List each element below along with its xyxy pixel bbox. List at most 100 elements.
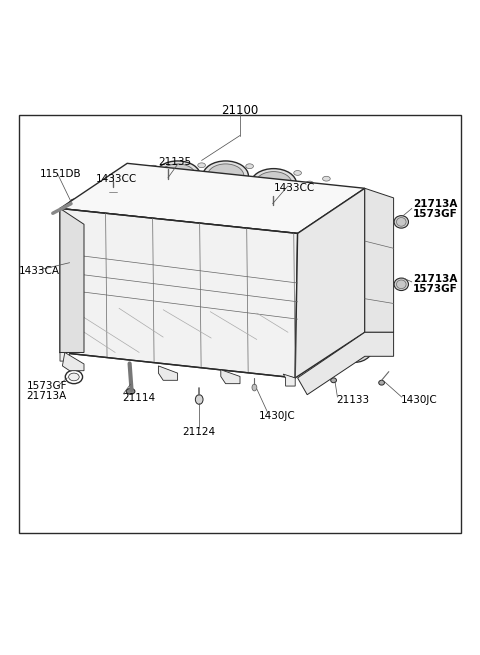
Ellipse shape (155, 161, 201, 191)
Ellipse shape (182, 233, 218, 272)
Ellipse shape (246, 164, 253, 168)
Ellipse shape (266, 231, 275, 242)
Ellipse shape (242, 180, 248, 187)
Text: 21713A: 21713A (413, 274, 457, 284)
Ellipse shape (103, 183, 110, 188)
Polygon shape (62, 352, 84, 371)
Ellipse shape (266, 187, 272, 194)
Ellipse shape (374, 255, 386, 265)
Ellipse shape (68, 246, 81, 265)
Ellipse shape (107, 168, 153, 198)
Ellipse shape (187, 238, 215, 268)
Ellipse shape (203, 161, 249, 191)
Ellipse shape (195, 395, 203, 404)
Ellipse shape (170, 188, 176, 195)
Ellipse shape (374, 318, 386, 328)
Ellipse shape (111, 172, 148, 195)
Ellipse shape (218, 263, 227, 274)
Ellipse shape (126, 388, 135, 394)
Ellipse shape (114, 195, 121, 200)
Ellipse shape (69, 373, 79, 381)
Ellipse shape (68, 272, 81, 291)
Ellipse shape (198, 288, 221, 312)
Text: 1573GF: 1573GF (26, 381, 67, 391)
Ellipse shape (159, 164, 196, 188)
Ellipse shape (68, 299, 81, 318)
Ellipse shape (331, 265, 360, 293)
Ellipse shape (252, 384, 257, 391)
Ellipse shape (146, 187, 152, 194)
Ellipse shape (67, 217, 82, 236)
Ellipse shape (396, 217, 406, 226)
Ellipse shape (323, 176, 330, 181)
Ellipse shape (251, 168, 296, 198)
Text: 21114: 21114 (122, 393, 156, 403)
Ellipse shape (218, 187, 224, 194)
Text: 1573GF: 1573GF (413, 284, 457, 294)
Ellipse shape (259, 180, 264, 187)
Polygon shape (158, 366, 178, 381)
Ellipse shape (114, 172, 121, 178)
Ellipse shape (234, 240, 262, 270)
Polygon shape (283, 374, 295, 386)
Text: 1430JC: 1430JC (259, 411, 296, 421)
Text: 1433CC: 1433CC (274, 183, 315, 193)
Ellipse shape (294, 170, 301, 176)
Text: 21124: 21124 (182, 426, 216, 437)
Ellipse shape (70, 221, 79, 233)
Ellipse shape (111, 322, 133, 343)
Text: 21135: 21135 (158, 157, 192, 167)
Ellipse shape (396, 280, 406, 289)
Ellipse shape (205, 326, 228, 346)
Ellipse shape (138, 178, 145, 182)
Ellipse shape (316, 294, 356, 332)
Ellipse shape (151, 286, 174, 310)
Polygon shape (60, 163, 365, 233)
Ellipse shape (172, 228, 181, 238)
Ellipse shape (203, 293, 216, 307)
Ellipse shape (306, 181, 313, 186)
Text: 21100: 21100 (221, 104, 259, 117)
Ellipse shape (109, 187, 117, 197)
Text: 21133: 21133 (336, 396, 369, 405)
Ellipse shape (140, 236, 168, 266)
Ellipse shape (250, 294, 263, 309)
Ellipse shape (294, 192, 301, 196)
Ellipse shape (69, 256, 80, 269)
Ellipse shape (88, 229, 125, 267)
Ellipse shape (150, 165, 157, 170)
Ellipse shape (71, 303, 78, 314)
Ellipse shape (104, 284, 127, 307)
Ellipse shape (108, 288, 122, 303)
Ellipse shape (163, 181, 168, 188)
Ellipse shape (194, 180, 200, 187)
Text: 1573GF: 1573GF (413, 209, 457, 219)
Ellipse shape (198, 183, 205, 188)
Ellipse shape (331, 378, 336, 383)
Ellipse shape (71, 276, 78, 287)
Polygon shape (60, 208, 84, 352)
Ellipse shape (336, 326, 374, 362)
Text: 1430JC: 1430JC (401, 396, 438, 405)
Ellipse shape (165, 179, 171, 188)
Polygon shape (295, 188, 365, 378)
Polygon shape (60, 208, 298, 378)
Ellipse shape (70, 199, 76, 204)
Ellipse shape (374, 221, 386, 232)
Polygon shape (298, 332, 394, 395)
Text: 21713A: 21713A (26, 390, 67, 401)
Ellipse shape (158, 324, 180, 344)
Text: 1151DB: 1151DB (39, 169, 81, 179)
Ellipse shape (171, 261, 180, 272)
Ellipse shape (135, 231, 172, 270)
Ellipse shape (71, 250, 78, 261)
Ellipse shape (331, 241, 351, 260)
Ellipse shape (198, 163, 205, 168)
Ellipse shape (93, 233, 120, 263)
Ellipse shape (342, 332, 369, 357)
Ellipse shape (336, 270, 356, 289)
Ellipse shape (211, 180, 216, 187)
Ellipse shape (156, 291, 169, 305)
Polygon shape (365, 188, 394, 332)
Ellipse shape (245, 290, 268, 314)
